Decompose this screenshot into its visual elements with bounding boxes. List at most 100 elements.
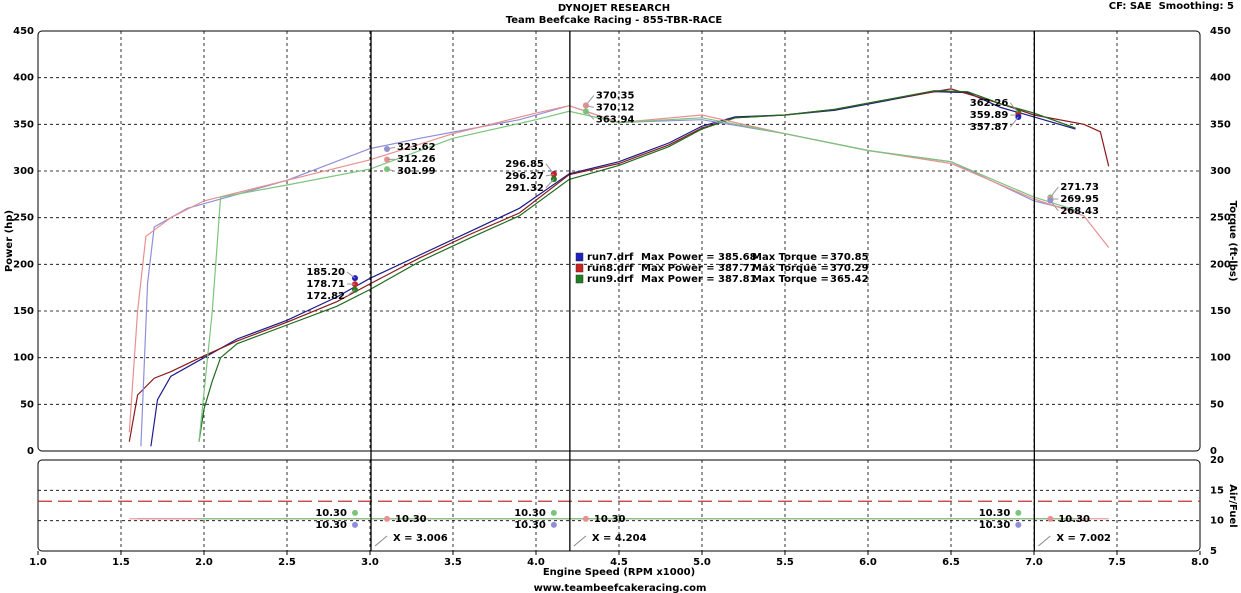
readout-dot [582, 515, 589, 522]
readout-label: 269.95 [1060, 194, 1099, 205]
legend-swatch [575, 263, 584, 273]
y-tick-label: 50 [20, 399, 34, 410]
x-tick-label: 1.0 [29, 557, 47, 568]
readout-dot [550, 509, 557, 516]
legend-max-torque: 365.42 [830, 274, 869, 285]
readout-label: 10.30 [315, 520, 347, 531]
legend-name: run9.drf [587, 274, 634, 285]
x-tick-label: 8.0 [1191, 557, 1209, 568]
y-tick-label: 450 [13, 26, 34, 37]
footer: www.teambeefcakeracing.com [534, 583, 707, 593]
legend-max-torque: 370.29 [830, 263, 869, 274]
readout-label: 268.43 [1060, 206, 1099, 217]
legend-max-power: 387.77 [718, 263, 757, 274]
readout-dot [351, 521, 358, 528]
cursor-leader [374, 535, 388, 547]
x-axis-label: Engine Speed (RPM x1000) [543, 567, 695, 578]
cursor-leader [1038, 535, 1051, 547]
readout-leader [346, 289, 356, 297]
y2-tick-label: 450 [1210, 26, 1231, 37]
legend-max-power: 387.81 [718, 274, 757, 285]
data-line [150, 91, 1076, 447]
data-line [198, 110, 1076, 442]
readout-label: 10.30 [514, 520, 546, 531]
legend-torque-text: Max Torque = [752, 252, 829, 263]
settings: CF: SAE Smoothing: 5 [1109, 1, 1234, 12]
x-tick-label: 6.5 [942, 557, 960, 568]
y-tick-label: 100 [13, 353, 34, 364]
readout-leader [386, 168, 396, 172]
cursor-label: X = 4.204 [592, 533, 647, 544]
readout-label: 10.30 [514, 508, 546, 519]
readout-label: 185.20 [306, 267, 345, 278]
data-line [198, 90, 1076, 442]
readout-label: 323.62 [397, 142, 436, 153]
readout-dot [1015, 509, 1022, 516]
legend-swatch [575, 252, 584, 262]
y-tick-label: 150 [13, 306, 34, 317]
cursor-label: X = 7.002 [1056, 533, 1111, 544]
legend-name: run8.drf [587, 263, 634, 274]
readout-leader [585, 110, 595, 120]
x-tick-label: 5.0 [693, 557, 711, 568]
y2-axis-label: Torque (ft-lbs) [1227, 201, 1238, 282]
y-tick-label: 200 [13, 259, 34, 270]
x-tick-label: 5.5 [776, 557, 794, 568]
legend-torque-text: Max Torque = [752, 263, 829, 274]
y-tick-label: 250 [13, 213, 34, 224]
readout-label: 10.30 [395, 514, 427, 525]
y2-tick-label: 50 [1210, 399, 1224, 410]
chart-title: DYNOJET RESEARCH [558, 3, 670, 14]
afr-tick-label: 15 [1210, 485, 1224, 496]
legend-power-text: Max Power = [641, 252, 715, 263]
readout-leader [1049, 200, 1059, 212]
readout-dot [550, 521, 557, 528]
readout-dot [1047, 515, 1054, 522]
x-tick-label: 4.0 [527, 557, 545, 568]
y2-tick-label: 200 [1210, 259, 1231, 270]
afr-tick-label: 10 [1210, 516, 1224, 527]
chart-subtitle: Team Beefcake Racing - 855-TBR-RACE [506, 15, 723, 26]
y2-tick-label: 0 [1210, 446, 1217, 457]
data-line [128, 105, 1110, 433]
readout-label: 370.35 [596, 90, 635, 101]
readout-label: 363.94 [596, 114, 635, 125]
y-tick-label: 350 [13, 119, 34, 130]
x-tick-label: 1.5 [112, 557, 130, 568]
y2-tick-label: 150 [1210, 306, 1231, 317]
y-axis-label: Power (hp) [4, 210, 15, 272]
readout-leader [1009, 102, 1019, 114]
readout-leader [1049, 186, 1059, 198]
readout-dot [1015, 521, 1022, 528]
legend-max-torque: 370.85 [830, 252, 869, 263]
y2-tick-label: 100 [1210, 353, 1231, 364]
x-tick-label: 6.0 [859, 557, 877, 568]
readout-label: 370.12 [596, 102, 635, 113]
readout-label: 10.30 [979, 520, 1011, 531]
readout-label: 312.26 [397, 154, 436, 165]
cursor-label: X = 3.006 [393, 533, 448, 544]
readout-label: 172.82 [306, 291, 345, 302]
x-tick-label: 4.5 [610, 557, 628, 568]
x-tick-label: 3.0 [361, 557, 379, 568]
legend-torque-text: Max Torque = [752, 274, 829, 285]
legend-max-power: 385.68 [718, 252, 757, 263]
x-tick-label: 2.0 [195, 557, 213, 568]
readout-leader [545, 173, 554, 177]
y2-tick-label: 400 [1210, 73, 1231, 84]
readout-leader [386, 146, 396, 150]
x-tick-label: 2.5 [278, 557, 296, 568]
readout-leader [1009, 116, 1019, 128]
y2-tick-label: 250 [1210, 213, 1231, 224]
readout-label: 271.73 [1060, 182, 1099, 193]
readout-dot [383, 515, 390, 522]
y-tick-label: 0 [27, 446, 34, 457]
legend-swatch [575, 274, 584, 284]
legend-power-text: Max Power = [641, 263, 715, 274]
readout-leader [346, 271, 356, 279]
readout-label: 178.71 [306, 279, 345, 290]
x-tick-label: 3.5 [444, 557, 462, 568]
readout-label: 296.27 [505, 171, 544, 182]
